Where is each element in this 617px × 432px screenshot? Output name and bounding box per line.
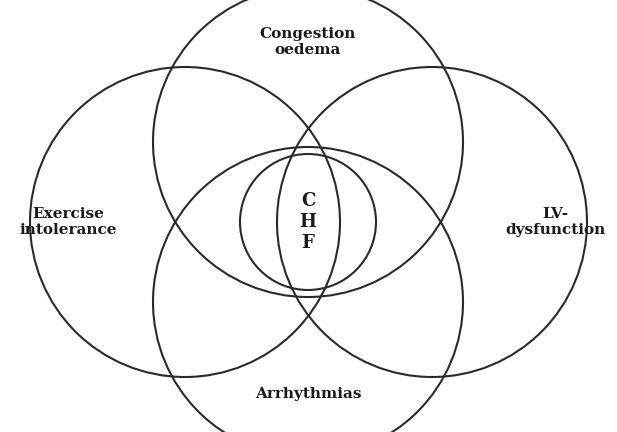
Text: Arrhythmias: Arrhythmias	[255, 387, 361, 401]
Text: Congestion
oedema: Congestion oedema	[260, 27, 356, 57]
Text: C
H
F: C H F	[299, 192, 317, 252]
Text: Exercise
intolerance: Exercise intolerance	[19, 207, 117, 237]
Text: LV-
dysfunction: LV- dysfunction	[505, 207, 605, 237]
